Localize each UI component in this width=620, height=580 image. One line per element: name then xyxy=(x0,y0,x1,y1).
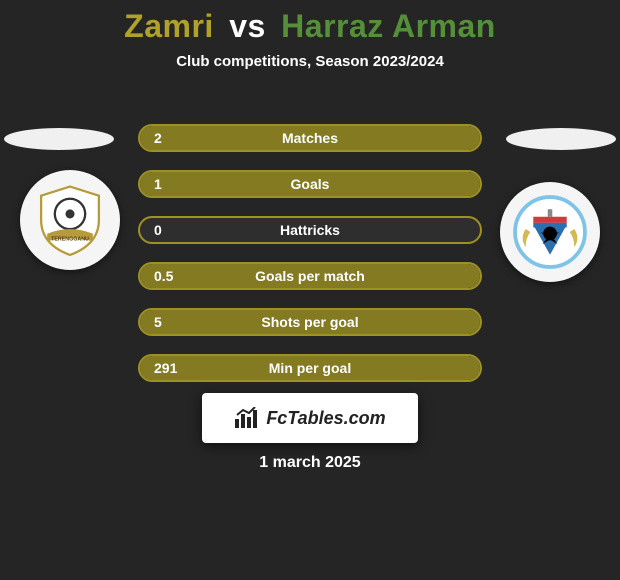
stat-label: Goals per match xyxy=(140,268,480,284)
stat-row: 2Matches xyxy=(138,124,482,152)
player1-club-badge: TERENGGANU xyxy=(20,170,120,270)
title-vs: vs xyxy=(229,8,266,44)
branding-text: FcTables.com xyxy=(266,408,385,429)
stat-label: Hattricks xyxy=(140,222,480,238)
stat-row: 1Goals xyxy=(138,170,482,198)
stat-row: 5Shots per goal xyxy=(138,308,482,336)
svg-text:TERENGGANU: TERENGGANU xyxy=(51,237,89,243)
stat-label: Shots per goal xyxy=(140,314,480,330)
comparison-title: Zamri vs Harraz Arman xyxy=(0,0,620,45)
stat-row: 0Hattricks xyxy=(138,216,482,244)
stat-row: 0.5Goals per match xyxy=(138,262,482,290)
stat-label: Min per goal xyxy=(140,360,480,376)
subtitle: Club competitions, Season 2023/2024 xyxy=(0,53,620,70)
title-player2: Harraz Arman xyxy=(281,8,496,44)
title-player1: Zamri xyxy=(124,8,214,44)
stat-row: 291Min per goal xyxy=(138,354,482,382)
stat-label: Goals xyxy=(140,176,480,192)
branding-box: FcTables.com xyxy=(202,393,418,443)
player2-cap-shape xyxy=(506,128,616,150)
terengganu-crest-icon: TERENGGANU xyxy=(32,182,108,258)
bars-icon xyxy=(234,407,262,429)
stat-label: Matches xyxy=(140,130,480,146)
sabah-crest-icon xyxy=(512,194,588,270)
player2-club-badge xyxy=(500,182,600,282)
stats-list: 2Matches 1Goals 0Hattricks 0.5Goals per mat… xyxy=(138,124,482,400)
player1-cap-shape xyxy=(4,128,114,150)
date-label: 1 march 2025 xyxy=(0,454,620,472)
